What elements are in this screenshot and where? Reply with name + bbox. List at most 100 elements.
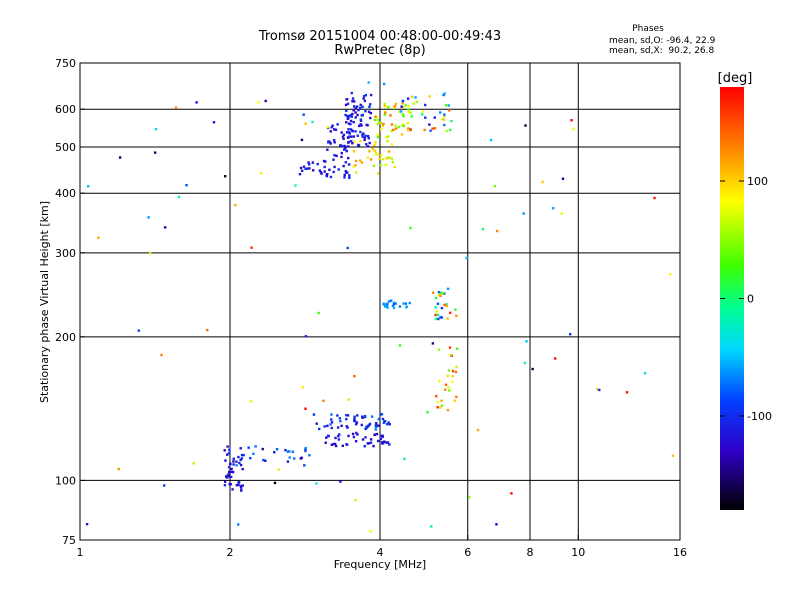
data-point [407, 127, 410, 130]
data-point [257, 101, 260, 104]
data-point [237, 455, 240, 459]
data-point [359, 118, 363, 121]
data-point [346, 117, 350, 120]
data-point [376, 172, 380, 175]
data-point [353, 100, 356, 103]
data-point [382, 421, 386, 425]
data-point [347, 115, 351, 118]
data-point [374, 428, 377, 431]
data-point [239, 484, 243, 488]
data-point [436, 313, 440, 317]
data-point [304, 167, 307, 170]
data-point [378, 157, 381, 160]
data-point [382, 82, 386, 86]
data-point [360, 423, 363, 427]
data-point [445, 129, 449, 133]
data-point [369, 111, 372, 115]
data-point [346, 136, 350, 139]
data-point [493, 184, 497, 188]
data-point [345, 413, 348, 417]
data-point [406, 128, 410, 132]
y-tick-label: 400 [55, 187, 76, 200]
data-point [343, 176, 346, 179]
data-point [364, 427, 367, 431]
colorbar-label: [deg] [718, 71, 753, 86]
data-point [373, 433, 376, 436]
x-tick-label: 8 [527, 546, 534, 559]
data-point [339, 419, 342, 423]
data-point [302, 113, 305, 116]
data-point [401, 102, 404, 105]
data-point [349, 119, 353, 123]
data-point [414, 96, 417, 99]
data-point [374, 152, 378, 156]
data-point [386, 139, 389, 143]
data-point [232, 460, 235, 463]
data-point [384, 104, 388, 108]
data-point [304, 447, 307, 450]
data-point [572, 127, 575, 131]
data-point [443, 303, 446, 307]
data-point [401, 113, 405, 116]
data-point [385, 157, 388, 160]
data-point [369, 93, 373, 97]
data-point [444, 104, 448, 107]
data-point [367, 110, 371, 114]
data-point [436, 406, 439, 409]
data-point [307, 163, 311, 166]
data-point [369, 441, 373, 444]
data-point [355, 171, 358, 174]
data-point [421, 113, 424, 116]
data-point [367, 136, 370, 140]
data-point [312, 169, 315, 172]
data-point [237, 481, 241, 484]
data-point [440, 404, 444, 407]
data-point [383, 102, 386, 106]
data-point [382, 302, 385, 305]
data-point [406, 121, 409, 125]
data-point [346, 171, 349, 174]
x-tick-label: 6 [464, 546, 471, 559]
data-point [525, 340, 528, 343]
data-point [85, 523, 89, 526]
data-point [387, 300, 391, 303]
data-point [454, 308, 457, 311]
data-point [379, 154, 383, 157]
data-point [368, 103, 372, 106]
phase-stats-x: mean, sd,X: 90.2, 26.8 [609, 46, 715, 56]
y-tick-label: 300 [55, 247, 76, 260]
data-point [356, 113, 359, 117]
data-point [338, 417, 342, 420]
data-point [385, 423, 389, 426]
data-point [381, 434, 384, 437]
data-point [259, 171, 263, 175]
data-point [363, 99, 367, 103]
data-point [227, 466, 231, 469]
data-point [231, 488, 234, 491]
data-point [476, 428, 480, 432]
data-point [249, 456, 252, 460]
data-point [510, 492, 513, 495]
data-point [235, 484, 239, 487]
data-point [232, 457, 235, 460]
data-point [402, 124, 406, 128]
data-point [335, 154, 338, 158]
data-point [386, 156, 390, 159]
data-point [319, 171, 323, 174]
data-point [330, 426, 333, 430]
data-point [435, 394, 438, 398]
data-point [346, 102, 350, 106]
data-point [326, 434, 330, 438]
data-point [232, 463, 235, 466]
data-point [348, 135, 351, 138]
data-point [334, 444, 338, 448]
data-point [342, 148, 346, 151]
data-point [226, 453, 229, 456]
data-point [374, 141, 377, 144]
y-tick-label: 100 [55, 474, 76, 487]
data-point [357, 108, 360, 112]
data-point [366, 145, 370, 148]
data-point [392, 306, 396, 310]
data-point [391, 304, 395, 308]
